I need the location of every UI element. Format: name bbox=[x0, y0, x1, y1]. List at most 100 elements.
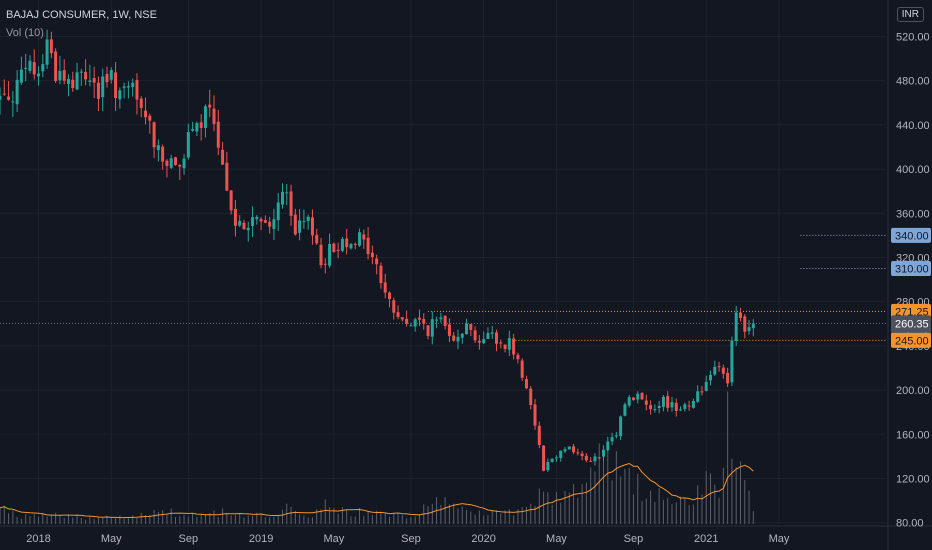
candle-body bbox=[169, 158, 173, 168]
candle-body bbox=[567, 446, 571, 450]
candle-body bbox=[610, 437, 614, 442]
candle-body bbox=[345, 238, 349, 248]
price-tick-label: 520.00 bbox=[896, 31, 930, 43]
horizontal-levels bbox=[0, 234, 886, 341]
candle-body bbox=[447, 324, 451, 336]
volume-pane bbox=[0, 391, 754, 524]
symbol-legend[interactable]: BAJAJ CONSUMER, 1W, NSE bbox=[6, 9, 157, 21]
candle-body bbox=[713, 366, 717, 375]
candle-body bbox=[358, 232, 362, 246]
candle-body bbox=[726, 372, 730, 384]
candle-body bbox=[417, 317, 421, 320]
candle-body bbox=[520, 360, 524, 378]
candle-body bbox=[28, 60, 32, 71]
candle-body bbox=[482, 339, 486, 344]
candle-body bbox=[242, 222, 246, 230]
candle-body bbox=[721, 367, 725, 374]
candle-body bbox=[661, 396, 665, 407]
candle-body bbox=[199, 122, 203, 128]
candle-body bbox=[71, 79, 75, 88]
candle-body bbox=[452, 335, 456, 341]
level-245-tag-box bbox=[891, 332, 931, 348]
candle-body bbox=[636, 393, 640, 400]
candle-body bbox=[696, 391, 700, 402]
candle-body bbox=[203, 106, 207, 128]
candle-body bbox=[602, 449, 606, 457]
price-axis[interactable]: 80.00120.00160.00200.00240.00280.00320.0… bbox=[896, 31, 930, 529]
candle-body bbox=[319, 244, 323, 266]
time-tick-label: 2021 bbox=[694, 533, 718, 545]
candle-body bbox=[533, 404, 537, 426]
grid bbox=[0, 0, 886, 526]
time-tick-label: Sep bbox=[401, 533, 421, 545]
candle-body bbox=[0, 95, 2, 100]
candle-body bbox=[666, 396, 670, 408]
candle-body bbox=[400, 317, 404, 320]
candle-body bbox=[619, 416, 623, 437]
candle-body bbox=[691, 401, 695, 408]
candle-body bbox=[738, 312, 742, 318]
price-tick-label: 480.00 bbox=[896, 76, 930, 88]
volume-legend[interactable]: Vol (10) bbox=[6, 27, 44, 39]
candle-body bbox=[182, 158, 186, 169]
candle-body bbox=[84, 71, 88, 80]
candlestick-series bbox=[0, 29, 755, 472]
candle-body bbox=[2, 93, 6, 95]
candle-body bbox=[640, 392, 644, 400]
candle-body bbox=[554, 457, 558, 459]
time-tick-label: May bbox=[546, 533, 567, 545]
candle-body bbox=[66, 78, 70, 84]
candle-body bbox=[96, 82, 100, 99]
candle-body bbox=[576, 452, 580, 454]
candle-body bbox=[649, 405, 653, 410]
candle-body bbox=[477, 340, 481, 343]
time-tick-label: Sep bbox=[624, 533, 644, 545]
volume-ma-line bbox=[0, 462, 754, 519]
candle-body bbox=[32, 62, 36, 75]
time-tick-label: 2020 bbox=[471, 533, 495, 545]
candle-body bbox=[717, 366, 721, 368]
candle-body bbox=[512, 338, 516, 355]
candle-body bbox=[148, 115, 152, 121]
candle-body bbox=[683, 404, 687, 409]
candle-body bbox=[687, 405, 691, 407]
candle-body bbox=[255, 216, 259, 220]
time-tick-label: Sep bbox=[179, 533, 199, 545]
candle-body bbox=[79, 71, 83, 73]
candle-body bbox=[353, 243, 357, 245]
price-tick-label: 80.00 bbox=[896, 518, 924, 530]
price-tick-label: 160.00 bbox=[896, 429, 930, 441]
level-340-tag: 340.00 bbox=[895, 230, 929, 242]
candle-body bbox=[328, 243, 332, 266]
candle-body bbox=[623, 404, 627, 416]
candle-body bbox=[580, 453, 584, 457]
candle-body bbox=[751, 323, 755, 329]
candle-body bbox=[165, 160, 169, 166]
candle-body bbox=[503, 344, 507, 350]
candle-body bbox=[486, 333, 490, 339]
candle-body bbox=[563, 449, 567, 452]
candle-body bbox=[366, 237, 370, 255]
level-310-tag-box bbox=[891, 261, 931, 277]
candle-body bbox=[251, 217, 255, 226]
candle-body bbox=[54, 51, 58, 81]
candle-body bbox=[302, 221, 306, 223]
candle-body bbox=[156, 145, 160, 151]
currency-button[interactable]: INR bbox=[896, 7, 924, 22]
candle-body bbox=[747, 327, 751, 332]
candle-body bbox=[507, 338, 511, 350]
candle-body bbox=[161, 146, 165, 162]
candle-body bbox=[490, 332, 494, 334]
time-axis[interactable]: 2018 May Sep 2019 May Sep 2020 May Sep 2021 May bbox=[26, 533, 790, 545]
candle-body bbox=[584, 455, 588, 461]
candle-body bbox=[456, 336, 460, 342]
candle-body bbox=[49, 39, 53, 54]
candle-body bbox=[349, 244, 353, 249]
candle-body bbox=[589, 460, 593, 462]
candle-body bbox=[263, 220, 267, 223]
candle-body bbox=[597, 457, 601, 459]
candle-body bbox=[704, 381, 708, 391]
